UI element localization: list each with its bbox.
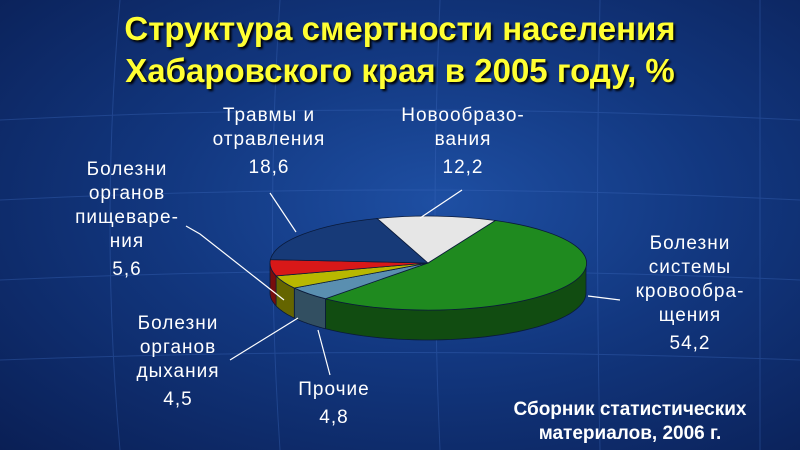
- label-digest-line4: ния: [109, 231, 145, 252]
- label-neo-line2: вания: [434, 129, 492, 150]
- label-other-line1: Прочие: [298, 379, 370, 400]
- leader-digest: [185, 225, 285, 301]
- label-circulatory: Болезни системы кровообра- щения 54,2: [612, 232, 768, 356]
- pie-tops: [269, 215, 587, 311]
- label-neo-value: 12,2: [442, 157, 484, 178]
- label-neo-line1: Новообразо-: [401, 105, 525, 126]
- source-note: Сборник статистических материалов, 2006 …: [470, 398, 790, 446]
- label-digest-value: 5,6: [112, 259, 142, 280]
- leader-neo: [419, 189, 463, 219]
- label-digest-line2: органов: [88, 183, 166, 204]
- pie-slice-4: [269, 218, 430, 264]
- label-digest-line1: Болезни: [86, 159, 168, 180]
- label-neoplasms: Новообразо- вания 12,2: [380, 104, 546, 180]
- label-circ-value: 54,2: [669, 333, 711, 354]
- label-trauma-line2: отравления: [212, 129, 326, 150]
- pie-slice-5: [376, 215, 497, 264]
- leader-other: [317, 329, 331, 376]
- pie-sides: [269, 263, 587, 341]
- chart-title: Структура смертности населения Хабаровск…: [0, 8, 800, 92]
- label-other-value: 4,8: [319, 407, 349, 428]
- leader-resp: [229, 317, 299, 361]
- label-circ-line2: системы: [648, 257, 732, 278]
- title-line-1: Структура смертности населения: [124, 10, 676, 47]
- label-trauma-line1: Травмы и: [222, 105, 316, 126]
- label-resp-value: 4,5: [163, 389, 193, 410]
- label-circ-line3: кровообра-: [635, 281, 745, 302]
- label-circ-line4: щения: [658, 305, 722, 326]
- label-other: Прочие 4,8: [286, 378, 382, 430]
- label-digest-line3: пищеваре-: [75, 207, 179, 228]
- label-resp-line1: Болезни: [137, 313, 219, 334]
- label-resp-line2: органов: [139, 337, 217, 358]
- title-line-2: Хабаровского края в 2005 году, %: [125, 52, 675, 89]
- leader-lines: [185, 189, 621, 376]
- leader-trauma: [269, 192, 297, 233]
- label-trauma: Травмы и отравления 18,6: [198, 104, 340, 180]
- leader-circ: [587, 295, 621, 301]
- label-trauma-value: 18,6: [248, 157, 290, 178]
- label-digestive: Болезни органов пищеваре- ния 5,6: [62, 158, 192, 282]
- source-line-1: Сборник статистических: [513, 399, 747, 420]
- label-respiratory: Болезни органов дыхания 4,5: [120, 312, 236, 412]
- source-line-2: материалов, 2006 г.: [538, 423, 722, 444]
- pie-slice-0: [324, 220, 587, 311]
- label-circ-line1: Болезни: [649, 233, 731, 254]
- label-resp-line3: дыхания: [136, 361, 220, 382]
